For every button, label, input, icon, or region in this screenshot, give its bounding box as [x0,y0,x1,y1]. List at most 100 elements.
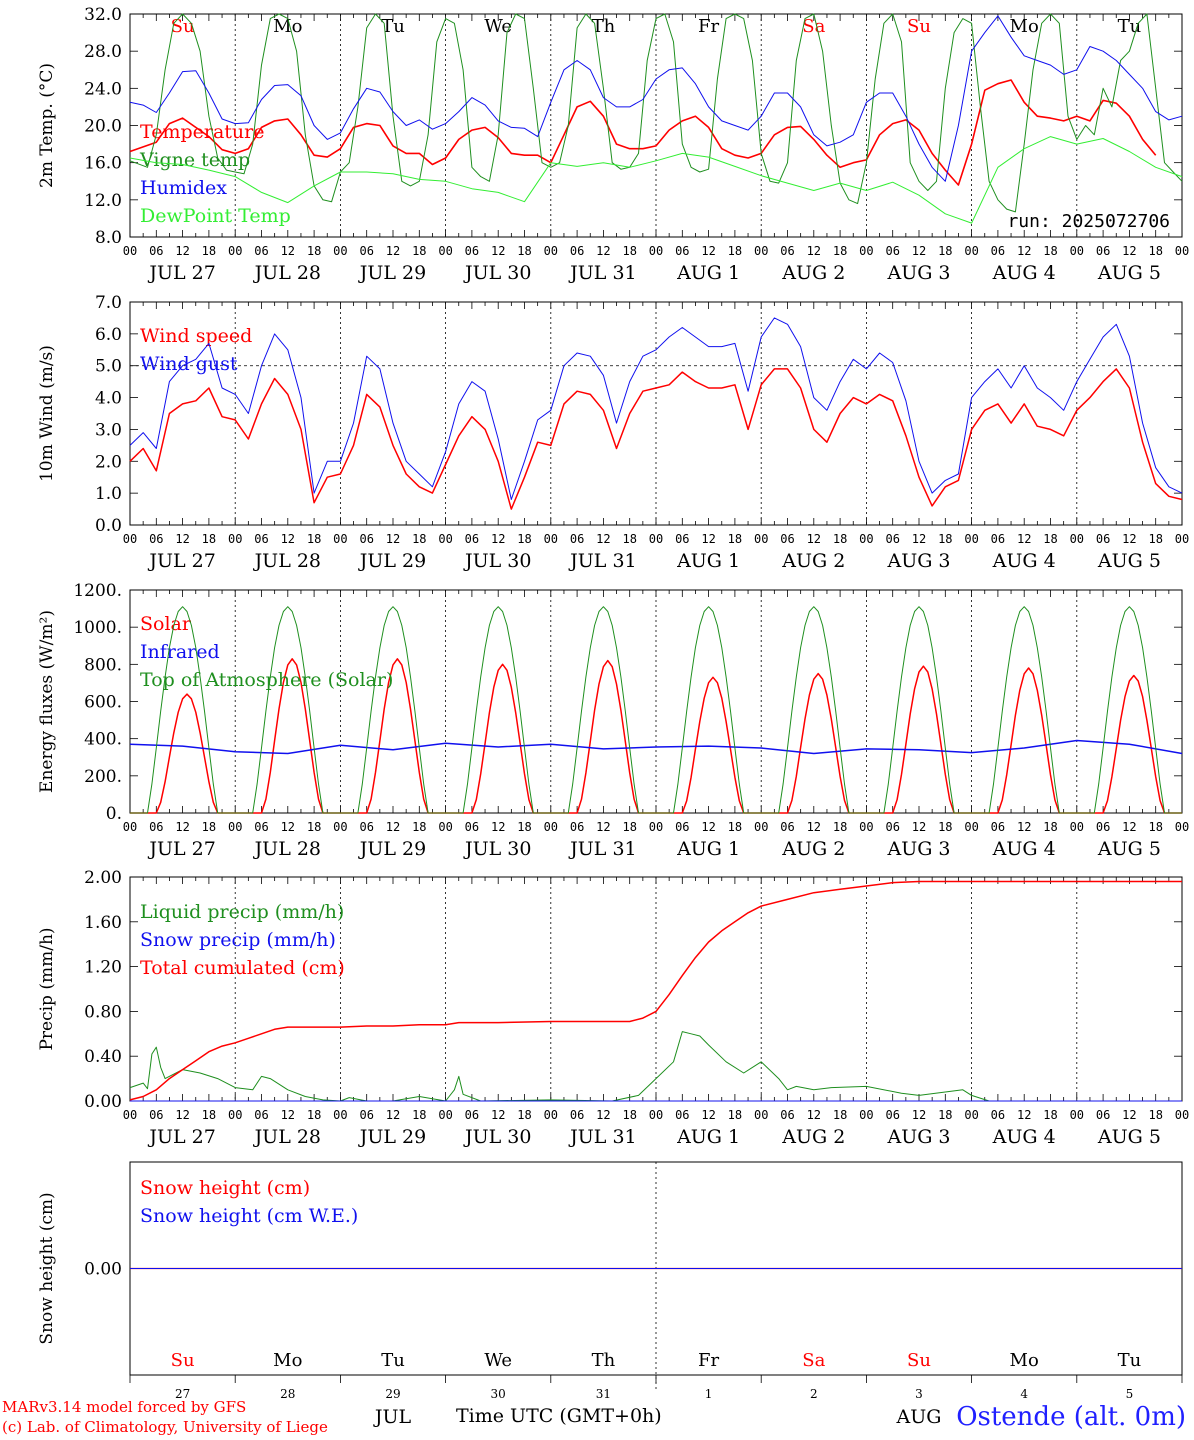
weekday-label: We [484,1350,512,1371]
series-line [130,606,1182,814]
hour-tick-label: 12 [386,820,400,834]
weekday-label: Mo [273,16,302,37]
y-tick-label: 0.00 [84,1260,122,1280]
hour-tick-label: 18 [517,820,531,834]
hour-tick-label: 12 [491,532,505,546]
hour-tick-label: 00 [1070,1108,1084,1122]
date-label: JUL 28 [253,262,321,284]
hour-tick-label: 00 [859,532,873,546]
day-number-label: 27 [175,1387,190,1401]
hour-tick-label: 12 [701,820,715,834]
y-tick-label: 0.00 [84,1092,122,1112]
weekday-label: We [484,16,512,37]
hour-tick-label: 18 [412,532,426,546]
hour-tick-label: 18 [1148,532,1162,546]
hour-tick-label: 06 [1096,244,1110,258]
hour-tick-label: 00 [228,820,242,834]
series-line [129,15,1183,182]
y-tick-label: 0.40 [84,1047,122,1067]
hour-tick-label: 18 [1043,820,1057,834]
y-tick-label: 0.0 [95,516,122,536]
date-label: JUL 27 [147,838,215,860]
hour-tick-label: 06 [149,820,163,834]
hour-tick-label: 00 [228,244,242,258]
hour-tick-label: 06 [780,1108,794,1122]
y-tick-label: 32.0 [84,5,122,25]
hour-tick-label: 00 [123,532,137,546]
hour-tick-label: 18 [938,1108,952,1122]
hour-tick-label: 18 [307,532,321,546]
hour-tick-label: 00 [438,1108,452,1122]
hour-tick-label: 18 [517,532,531,546]
hour-tick-label: 06 [465,532,479,546]
day-number-label: 30 [491,1387,506,1401]
hour-tick-label: 06 [780,532,794,546]
run-annotation: run: 2025072706 [1007,211,1170,232]
y-tick-label: 5.0 [95,357,122,377]
hour-tick-label: 12 [807,244,821,258]
hour-tick-label: 18 [412,1108,426,1122]
hour-tick-label: 18 [307,244,321,258]
panel-4: 00 06 12 18 00 06 12 18 00 06 12 18 00 06 12 18 00 06 12 18… [37,868,1189,1148]
hour-tick-label: 00 [333,1108,347,1122]
date-label: AUG 1 [676,1126,740,1148]
hour-tick-label: 06 [675,820,689,834]
hour-tick-label: 12 [701,1108,715,1122]
y-tick-label: 12.0 [84,191,122,211]
hour-tick-label: 12 [1017,532,1031,546]
y-tick-label: 800. [84,655,122,675]
hour-tick-label: 06 [1096,1108,1110,1122]
panel-2: 00 06 12 18 00 06 12 18 00 06 12 18 00 06 12 18 00 06 12 18… [37,293,1189,572]
hour-tick-label: 12 [491,1108,505,1122]
legend-entry: Wind speed [140,325,252,347]
weekday-label: Mo [1010,16,1039,37]
hour-tick-label: 12 [1122,820,1136,834]
date-label: JUL 29 [358,1126,426,1148]
date-label: AUG 4 [992,1126,1056,1148]
hour-tick-label: 12 [386,1108,400,1122]
day-number-label: 28 [280,1387,295,1401]
panel-1: 00 06 12 18 00 06 12 18 00 06 12 18 00 06 12 18 00 06 12 18… [37,5,1189,284]
hour-tick-label: 18 [728,532,742,546]
lab-credit: (c) Lab. of Climatology, University of L… [2,1418,328,1436]
series-line [129,739,1183,755]
hour-tick-label: 18 [202,532,216,546]
hour-tick-label: 06 [254,244,268,258]
y-axis-title: Energy fluxes (W/m²) [37,610,57,793]
hour-tick-label: 06 [991,244,1005,258]
legend-entry: Infrared [140,641,220,663]
legend-entry: DewPoint Temp [140,205,291,227]
day-number-label: 4 [1020,1387,1028,1401]
y-tick-label: 400. [84,730,122,750]
hour-tick-label: 18 [622,532,636,546]
hour-tick-label: 12 [701,244,715,258]
hour-tick-label: 18 [307,1108,321,1122]
series-line [129,13,1183,213]
series-line [129,1031,1182,1102]
hour-tick-label: 12 [1017,244,1031,258]
y-tick-label: 8.0 [95,228,122,248]
hour-tick-label: 18 [307,820,321,834]
hour-tick-label: 18 [202,1108,216,1122]
legend-entry: Temperature [140,121,264,143]
hour-tick-label: 06 [885,1108,899,1122]
date-label: AUG 2 [781,838,845,860]
hour-tick-label: 00 [123,1108,137,1122]
weekday-label: Su [907,16,931,37]
y-tick-label: 28.0 [84,42,122,62]
date-label: JUL 30 [463,838,531,860]
date-label: JUL 31 [568,1126,636,1148]
hour-tick-label: 18 [412,820,426,834]
day-number-label: 29 [385,1387,400,1401]
date-label: JUL 28 [253,1126,321,1148]
hour-tick-label: 00 [544,820,558,834]
hour-tick-label: 18 [938,820,952,834]
y-tick-label: 7.0 [95,293,122,313]
hour-tick-label: 12 [386,244,400,258]
hour-tick-label: 06 [254,1108,268,1122]
y-axis-title: 10m Wind (m/s) [37,345,57,482]
hour-tick-label: 00 [964,244,978,258]
hour-tick-label: 18 [728,244,742,258]
weekday-label: Fr [698,1350,719,1371]
hour-tick-label: 00 [1175,532,1189,546]
